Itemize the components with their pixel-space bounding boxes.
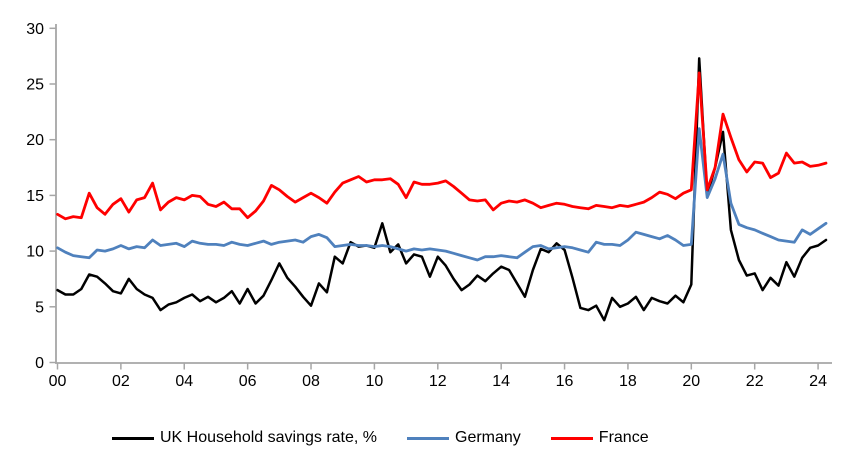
legend-line-uk-household-savings-rate bbox=[112, 436, 154, 440]
x-tick-label: 12 bbox=[429, 373, 447, 390]
x-tick-label: 10 bbox=[366, 373, 384, 390]
legend-item-uk-household-savings-rate: UK Household savings rate, % bbox=[112, 428, 377, 448]
x-tick-label: 02 bbox=[112, 373, 130, 390]
legend-item-germany: Germany bbox=[407, 428, 521, 448]
legend-label-france: France bbox=[598, 429, 649, 446]
y-tick-label: 0 bbox=[35, 355, 44, 372]
x-tick-label: 18 bbox=[619, 373, 637, 390]
series-line-france bbox=[56, 71, 828, 221]
x-tick-label: 20 bbox=[682, 373, 700, 390]
x-tick-label: 08 bbox=[302, 373, 320, 390]
legend: UK Household savings rate, % Germany Franc… bbox=[112, 428, 649, 448]
y-tick-label: 25 bbox=[26, 77, 44, 94]
legend-label-germany: Germany bbox=[455, 429, 521, 446]
x-tick-label: 06 bbox=[239, 373, 257, 390]
y-tick-label: 5 bbox=[35, 299, 44, 316]
y-tick-label: 10 bbox=[26, 244, 44, 261]
legend-line-germany bbox=[407, 436, 449, 440]
legend-line-france bbox=[550, 436, 593, 440]
y-tick-label: 15 bbox=[26, 188, 44, 205]
legend-item-france: France bbox=[550, 428, 649, 448]
x-tick-label: 14 bbox=[492, 373, 510, 390]
y-tick-label: 30 bbox=[26, 21, 44, 38]
legend-label-uk-household-savings-rate: UK Household savings rate, % bbox=[160, 429, 377, 446]
x-tick-label: 00 bbox=[49, 373, 67, 390]
x-tick-label: 04 bbox=[175, 373, 193, 390]
x-tick-label: 22 bbox=[746, 373, 764, 390]
x-tick-label: 24 bbox=[809, 373, 827, 390]
y-tick-label: 20 bbox=[26, 132, 44, 149]
x-tick-label: 16 bbox=[556, 373, 574, 390]
series-line-germany bbox=[56, 127, 828, 262]
